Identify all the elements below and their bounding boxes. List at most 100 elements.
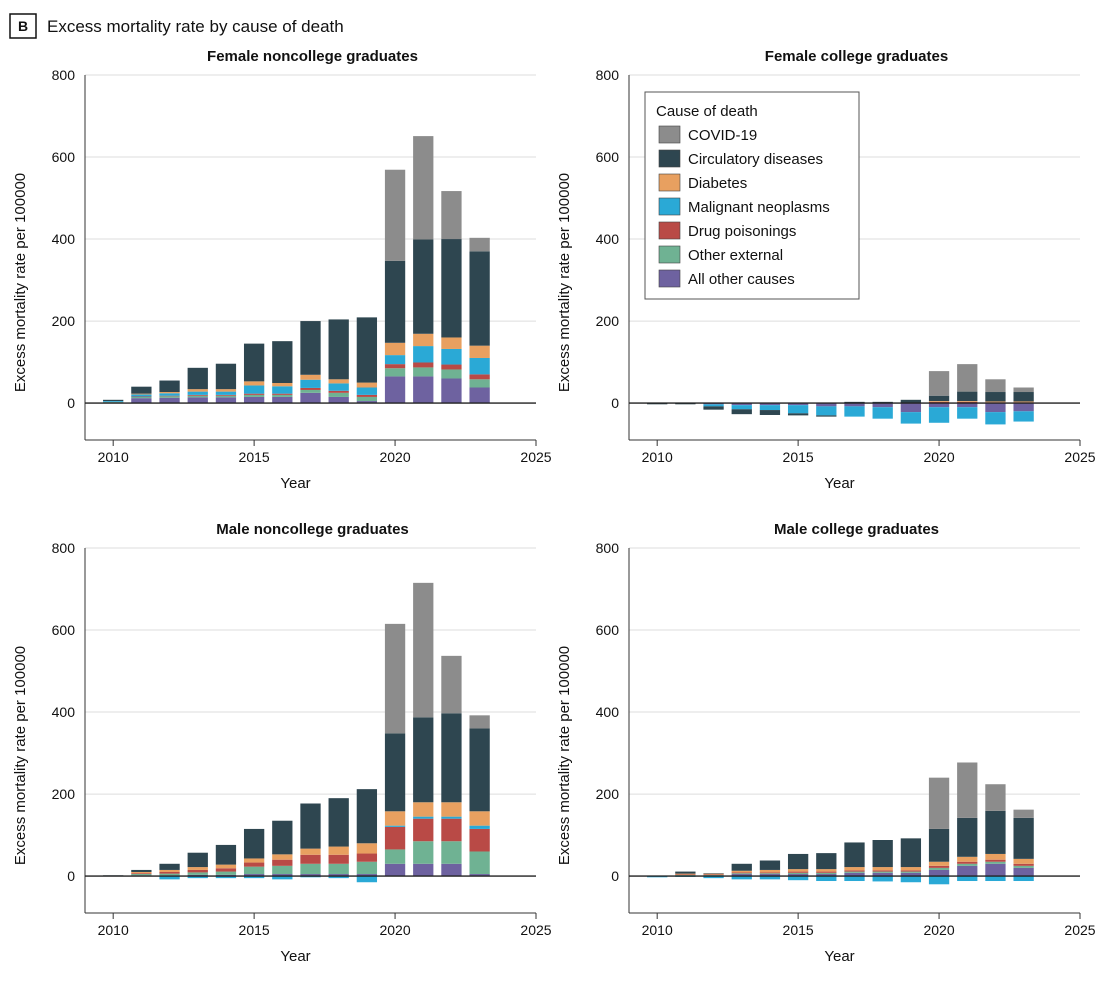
x-tick-label: 2010: [98, 449, 129, 465]
bar-other-external-2011: [131, 396, 152, 399]
bar-circulatory-diseases-2011: [675, 403, 696, 405]
bar-other-external-2013: [187, 872, 208, 875]
bar-all-other-causes-2013: [731, 403, 752, 406]
bar-malignant-neoplasms-2016: [272, 386, 293, 394]
bar-diabetes-2018: [328, 379, 349, 384]
bar-drug-poisonings-2018: [328, 854, 349, 864]
bar-other-external-2016: [272, 394, 293, 397]
bar-diabetes-2022: [985, 401, 1006, 403]
bar-circulatory-diseases-2010: [647, 403, 668, 405]
bar-drug-poisonings-2013: [187, 394, 208, 396]
bar-covid-19-2021: [957, 762, 978, 818]
bar-circulatory-diseases-2020: [928, 828, 950, 862]
bar-circulatory-diseases-2018: [328, 319, 349, 380]
x-tick-label: 2015: [239, 922, 270, 938]
bar-malignant-neoplasms-2023: [469, 825, 490, 829]
bar-diabetes-2017: [300, 374, 321, 380]
bar-circulatory-diseases-2016: [816, 853, 837, 870]
bar-circulatory-diseases-2013: [187, 367, 208, 390]
bar-other-external-2015: [243, 394, 265, 397]
legend-swatch-drug-poisonings: [658, 221, 681, 240]
bar-diabetes-2021: [413, 333, 434, 347]
bar-drug-poisonings-2015: [243, 862, 265, 867]
bars: [103, 582, 490, 883]
bar-circulatory-diseases-2013: [731, 409, 752, 415]
bar-circulatory-diseases-2023: [469, 251, 490, 346]
bar-drug-poisonings-2016: [272, 393, 293, 395]
bar-diabetes-2011: [131, 393, 152, 395]
x-axis-title: Year: [280, 475, 310, 492]
bar-malignant-neoplasms-2013: [731, 405, 752, 410]
bar-all-other-causes-2016: [816, 403, 837, 407]
panel-male-noncollege-graduates: 0 200 400 600 800 2010 2015 2020 2025 Male noncol…: [12, 521, 552, 965]
bar-other-external-2012: [159, 873, 180, 876]
bar-other-external-2017: [300, 389, 321, 393]
bar-all-other-causes-2016: [816, 874, 837, 877]
bar-other-external-2015: [787, 872, 809, 875]
bar-drug-poisonings-2017: [844, 870, 865, 872]
bar-circulatory-diseases-2023: [1013, 817, 1034, 859]
bar-diabetes-2022: [441, 802, 462, 817]
bar-other-external-2023: [1013, 865, 1034, 868]
bar-diabetes-2015: [787, 869, 809, 872]
bar-all-other-causes-2018: [872, 872, 893, 877]
y-axis-title: Excess mortality rate per 100000: [12, 173, 29, 392]
bars: [103, 136, 490, 404]
bar-covid-19-2022: [985, 379, 1006, 393]
bar-other-external-2018: [872, 871, 893, 873]
panel-male-college-graduates: 0 200 400 600 800 2010 2015 2020 2025 Male colleg…: [556, 521, 1096, 965]
bar-diabetes-2011: [131, 871, 152, 874]
bar-malignant-neoplasms-2020: [384, 825, 406, 827]
legend-swatch-other-external: [658, 245, 681, 264]
bar-malignant-neoplasms-2017: [300, 379, 321, 388]
bar-diabetes-2015: [243, 381, 265, 386]
bar-all-other-causes-2016: [272, 874, 293, 877]
legend-swatch-circulatory-diseases: [658, 149, 681, 168]
legend-label-malignant-neoplasms: Malignant neoplasms: [688, 199, 830, 216]
bar-malignant-neoplasms-2014: [759, 405, 781, 411]
bar-drug-poisonings-2015: [243, 393, 265, 395]
bar-drug-poisonings-2019: [356, 853, 378, 862]
legend-label-circulatory-diseases: Circulatory diseases: [688, 151, 823, 168]
bar-diabetes-2023: [1013, 858, 1034, 864]
legend-swatch-all-other-causes: [658, 269, 681, 288]
bar-circulatory-diseases-2020: [384, 733, 406, 812]
bar-malignant-neoplasms-2014: [215, 876, 237, 879]
bar-malignant-neoplasms-2017: [844, 876, 865, 882]
bar-all-other-causes-2022: [441, 378, 462, 404]
bar-malignant-neoplasms-2015: [243, 876, 265, 879]
legend-swatch-covid-19: [658, 125, 681, 144]
bar-other-external-2021: [957, 863, 978, 866]
bar-malignant-neoplasms-2010: [103, 401, 124, 402]
bar-drug-poisonings-2011: [131, 396, 152, 398]
bar-diabetes-2016: [816, 869, 837, 872]
bar-all-other-causes-2020: [384, 863, 406, 877]
bar-circulatory-diseases-2010: [103, 399, 124, 402]
bar-drug-poisonings-2014: [759, 872, 781, 874]
legend-label-diabetes: Diabetes: [688, 175, 747, 192]
bar-circulatory-diseases-2011: [131, 386, 152, 394]
bar-malignant-neoplasms-2017: [844, 406, 865, 417]
bar-drug-poisonings-2023: [1013, 863, 1034, 866]
bar-other-external-2011: [131, 874, 152, 876]
bar-drug-poisonings-2013: [187, 869, 208, 873]
bar-malignant-neoplasms-2020: [928, 876, 950, 885]
y-tick-label: 0: [611, 868, 619, 884]
y-tick-label: 600: [596, 149, 620, 165]
bar-circulatory-diseases-2012: [159, 380, 180, 393]
bar-all-other-causes-2017: [300, 392, 321, 404]
bar-malignant-neoplasms-2021: [413, 346, 434, 363]
x-tick-label: 2015: [783, 449, 814, 465]
panel-title: Male college graduates: [774, 521, 939, 538]
bar-covid-19-2020: [384, 623, 406, 734]
bar-other-external-2017: [844, 871, 865, 873]
bar-diabetes-2012: [703, 873, 724, 875]
legend: Cause of death COVID-19 Circulatory disea…: [644, 91, 860, 300]
bar-diabetes-2014: [215, 389, 237, 392]
bar-diabetes-2021: [413, 802, 434, 817]
bar-drug-poisonings-2019: [900, 870, 922, 872]
bar-circulatory-diseases-2016: [816, 415, 837, 417]
bar-covid-19-2023: [469, 715, 490, 729]
bar-covid-19-2023: [1013, 809, 1034, 818]
bar-diabetes-2019: [900, 867, 922, 871]
